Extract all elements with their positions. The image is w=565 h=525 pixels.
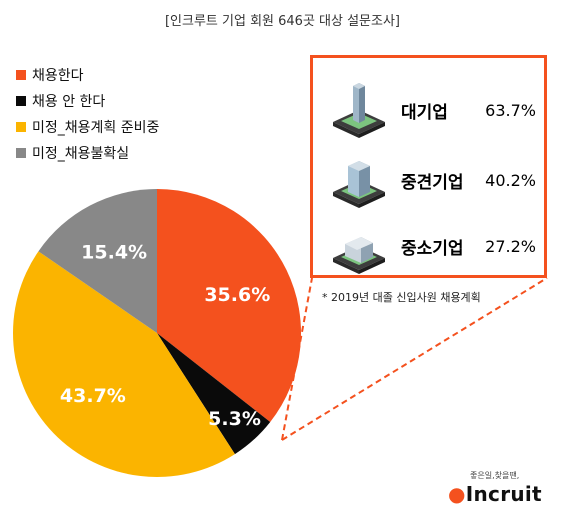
legend-swatch xyxy=(16,96,26,106)
pie-slice-labels: 35.6% 5.3% 43.7% 15.4% xyxy=(60,241,270,430)
company-row-large: 대기업 63.7% xyxy=(313,80,544,140)
company-row-mid: 중견기업 40.2% xyxy=(313,150,544,210)
callout-connector-line xyxy=(281,277,313,441)
legend-item: 미정_채용계획 준비중 xyxy=(16,114,159,140)
company-size-label: 중견기업 xyxy=(401,172,464,193)
chart-subtitle: [인크루트 기업 회원 646곳 대상 설문조사] xyxy=(164,14,401,29)
small-building-icon xyxy=(333,237,385,274)
logo-name: ●Incruit xyxy=(448,482,558,506)
pie-slice xyxy=(38,189,158,333)
tall-building-icon xyxy=(333,83,385,138)
logo-tagline: 좋은일,찾을땐, xyxy=(470,471,520,480)
incruit-logo: 좋은일,찾을땐, ●Incruit xyxy=(448,470,558,506)
legend-label: 채용 안 한다 xyxy=(32,94,106,110)
pie-slice xyxy=(157,189,302,422)
company-row-small: 중소기업 27.2% xyxy=(313,216,544,276)
company-size-callout: 대기업 63.7% 중견기업 40.2% 중소기업 27.2% xyxy=(310,55,547,278)
pie-slice xyxy=(13,251,235,477)
pie-slice-label: 43.7% xyxy=(60,385,126,407)
callout-connector-line xyxy=(281,277,548,441)
mid-building-icon xyxy=(333,161,385,208)
legend-label: 채용한다 xyxy=(32,68,84,84)
legend-item: 채용 안 한다 xyxy=(16,88,159,114)
legend-swatch xyxy=(16,148,26,158)
legend-swatch xyxy=(16,122,26,132)
company-size-label: 대기업 xyxy=(401,102,448,123)
company-size-value: 63.7% xyxy=(485,100,536,120)
legend-item: 미정_채용불확실 xyxy=(16,140,159,166)
pie-slices xyxy=(13,189,302,477)
legend-item: 채용한다 xyxy=(16,62,159,88)
logo-wordmark: Incruit xyxy=(465,482,542,506)
pie-slice-label: 15.4% xyxy=(81,241,147,263)
legend-label: 미정_채용불확실 xyxy=(32,146,130,162)
legend-swatch xyxy=(16,70,26,80)
footnote: * 2019년 대졸 신입사원 채용계획 xyxy=(322,291,481,304)
legend: 채용한다 채용 안 한다 미정_채용계획 준비중 미정_채용불확실 xyxy=(16,62,159,166)
pie-slice-label: 5.3% xyxy=(208,408,261,430)
company-size-value: 27.2% xyxy=(485,236,536,256)
company-size-label: 중소기업 xyxy=(401,238,464,259)
legend-label: 미정_채용계획 준비중 xyxy=(32,120,160,136)
pie-slice xyxy=(157,333,271,455)
logo-mark-icon: ● xyxy=(448,482,466,506)
pie-slice-label: 35.6% xyxy=(204,284,270,306)
company-size-value: 40.2% xyxy=(485,170,536,190)
